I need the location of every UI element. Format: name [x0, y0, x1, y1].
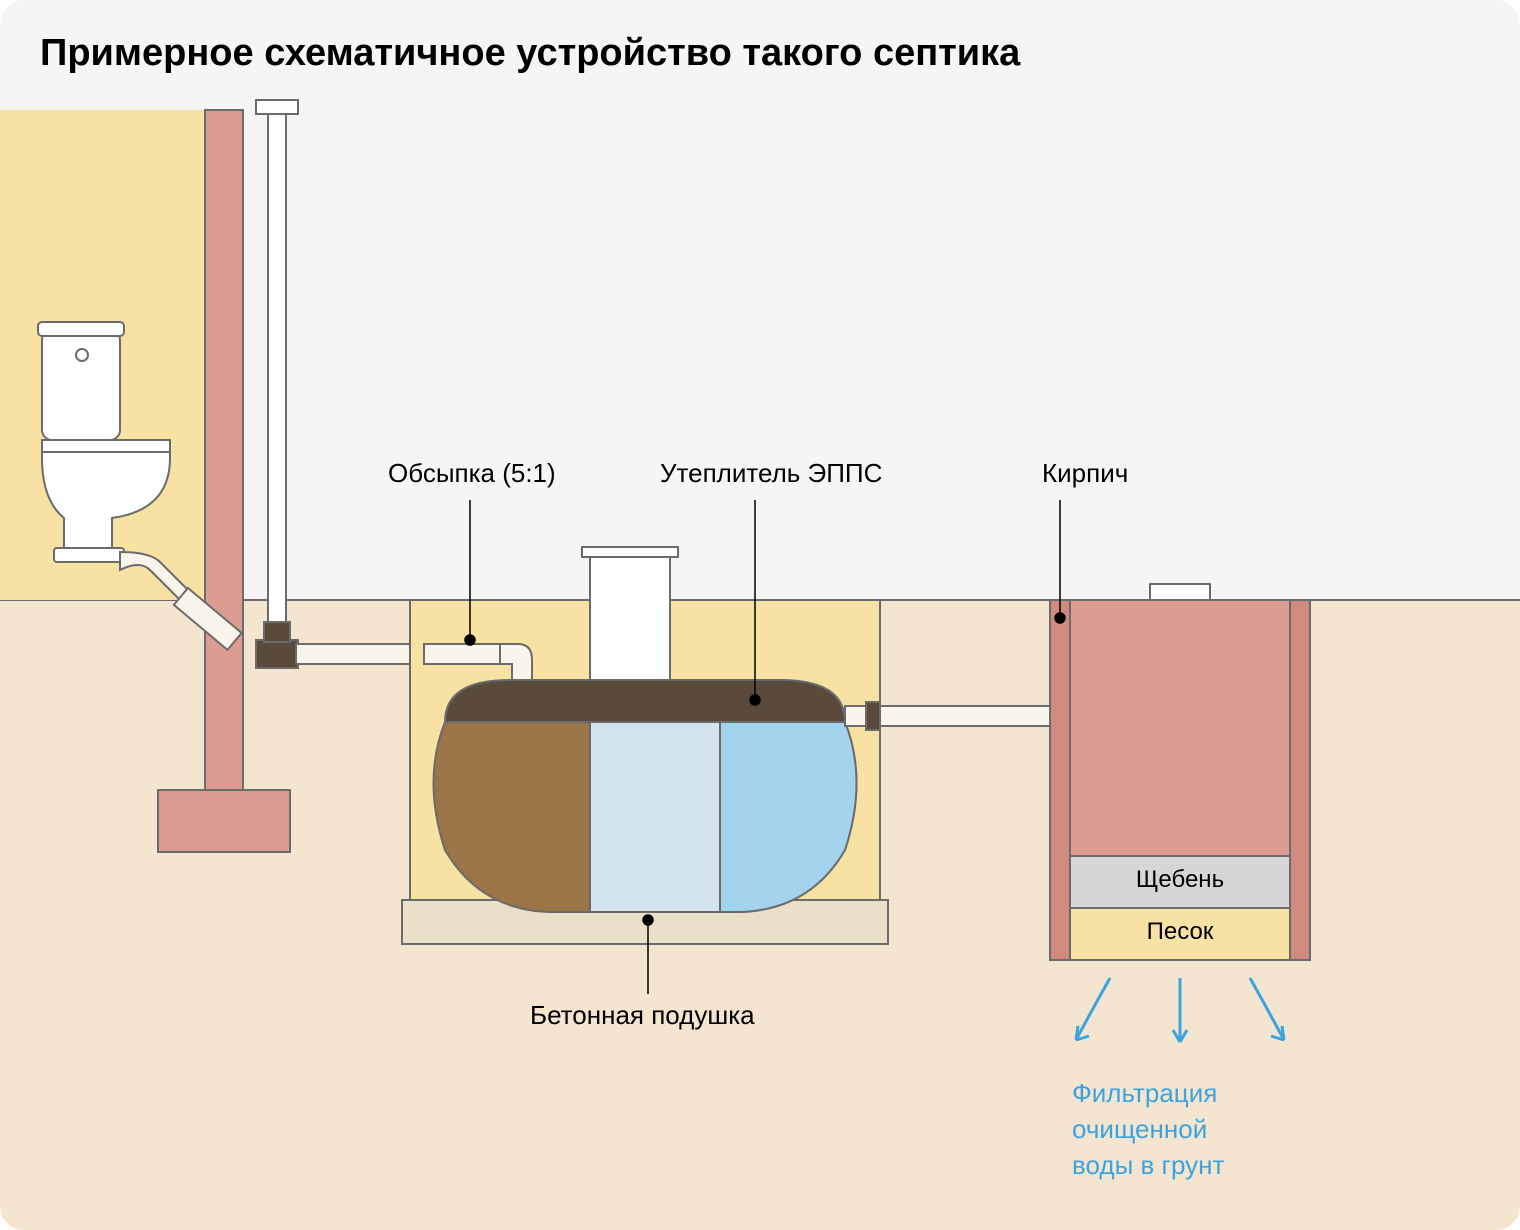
- label-filtration-1: Фильтрация: [1072, 1078, 1217, 1109]
- tank-neck: [590, 555, 670, 685]
- label-gravel: Щебень: [1124, 866, 1236, 894]
- diagram-container: Примерное схематичное устройство такого …: [0, 0, 1520, 1230]
- vent-pipe: [268, 112, 286, 650]
- label-sand: Песок: [1136, 918, 1224, 946]
- septic-tank: [434, 680, 857, 912]
- tank-lid: [582, 547, 678, 557]
- label-filtration-2: очищенной: [1072, 1114, 1207, 1145]
- pipe-out-coupling: [866, 702, 880, 730]
- label-backfill: Обсыпка (5:1): [388, 458, 556, 489]
- septic-diagram: [0, 0, 1520, 1230]
- vent-cap: [256, 100, 298, 114]
- label-insulation: Утеплитель ЭППС: [660, 458, 882, 489]
- wall: [205, 110, 243, 830]
- label-filtration-3: воды в грунт: [1072, 1150, 1224, 1181]
- drainage-well: [1050, 584, 1310, 960]
- pipe-into-tank-h: [424, 644, 504, 664]
- foundation: [158, 790, 290, 852]
- label-brick: Кирпич: [1042, 458, 1128, 489]
- label-pad: Бетонная подушка: [530, 1000, 755, 1031]
- pipe-out-2: [880, 706, 1070, 726]
